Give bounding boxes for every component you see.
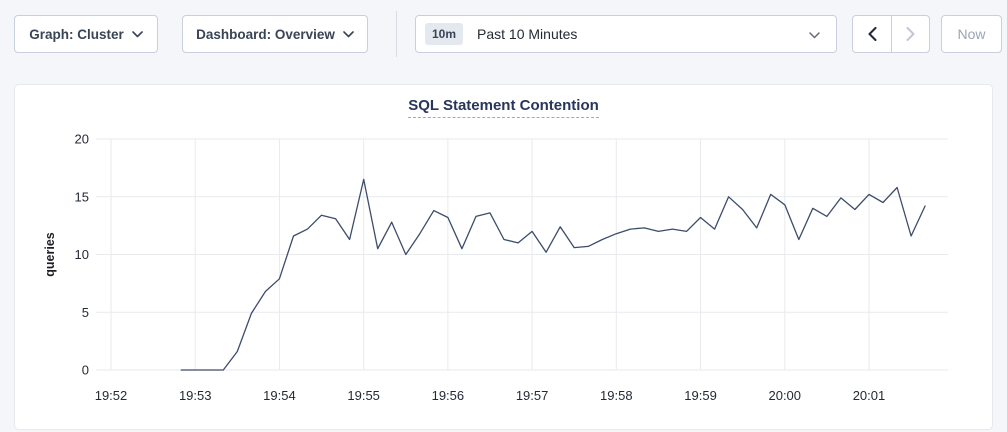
time-window-badge: 10m: [425, 23, 464, 45]
x-tick-label: 20:01: [853, 388, 886, 403]
x-tick-label: 19:59: [684, 388, 717, 403]
x-tick-label: 19:58: [600, 388, 633, 403]
dashboard-dropdown[interactable]: Dashboard: Overview: [182, 15, 368, 53]
now-button[interactable]: Now: [941, 15, 1002, 53]
series-line: [180, 178, 926, 371]
x-tick-label: 19:52: [95, 388, 128, 403]
chevron-down-icon: [809, 32, 820, 39]
chevron-left-icon: [867, 27, 877, 41]
x-tick-label: 19:53: [179, 388, 212, 403]
graph-dropdown-label: Graph: Cluster: [29, 26, 124, 42]
toolbar: Graph: Cluster Dashboard: Overview 10m P…: [0, 0, 1007, 70]
time-window-selector[interactable]: 10m Past 10 Minutes: [415, 15, 837, 53]
chart-title[interactable]: SQL Statement Contention: [408, 97, 599, 118]
line-chart[interactable]: 0 5 10 15 20 19:52 19:53 19:54 19:55 19:56 19:57 19…: [15, 85, 994, 429]
y-axis-label: queries: [43, 232, 57, 277]
y-tick-label: 5: [82, 305, 89, 320]
x-tick-label: 19:57: [516, 388, 549, 403]
chevron-down-icon: [343, 30, 354, 37]
toolbar-divider: [396, 11, 397, 57]
dashboard-dropdown-label: Dashboard: Overview: [196, 26, 335, 42]
time-next-button[interactable]: [891, 16, 929, 52]
y-tick-label: 20: [75, 132, 89, 147]
chart-card: 0 5 10 15 20 19:52 19:53 19:54 19:55 19:56 19:57 19…: [14, 84, 993, 430]
time-window-label: Past 10 Minutes: [477, 26, 578, 42]
chevron-right-icon: [906, 27, 915, 41]
time-prev-button[interactable]: [853, 16, 891, 52]
chart-title-row: SQL Statement Contention: [15, 97, 992, 118]
y-tick-label: 0: [82, 363, 89, 378]
x-tick-label: 19:56: [432, 388, 465, 403]
x-tick-label: 19:55: [347, 388, 380, 403]
y-tick-label: 10: [75, 247, 89, 262]
x-tick-label: 20:00: [768, 388, 801, 403]
y-tick-label: 15: [75, 189, 89, 204]
chevron-down-icon: [131, 30, 143, 37]
graph-dropdown[interactable]: Graph: Cluster: [14, 15, 158, 53]
time-range-arrows: [852, 15, 930, 53]
x-tick-label: 19:54: [263, 388, 296, 403]
